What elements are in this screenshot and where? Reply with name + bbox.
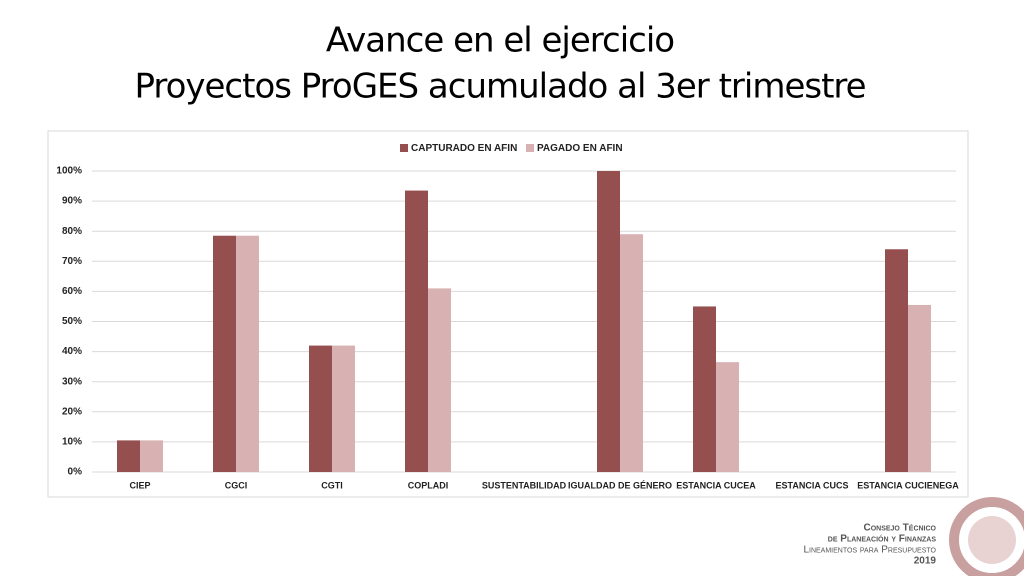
x-tick-label: COPLADI [408,480,449,490]
bar [140,440,163,472]
y-tick-label: 60% [62,286,82,297]
y-tick-label: 50% [62,316,82,327]
x-tick-label: ESTANCIA CUCEA [676,480,756,490]
bar [428,288,451,472]
y-tick-label: 90% [62,196,82,207]
chart-frame [47,130,969,498]
chart-subtitle: Proyectos ProGES acumulado al 3er trimes… [134,67,865,107]
legend-swatch [400,144,408,152]
x-tick-label: CGTI [321,480,343,490]
bar [597,171,620,472]
chart-title: Avance en el ejercicio [326,21,674,61]
bar [716,362,739,472]
x-tick-label: CGCI [225,480,248,490]
bar [332,345,355,472]
bar [309,345,332,472]
logo: Consejo Técnico de Planeación y Finanzas… [803,497,1024,581]
logo-core [968,516,1016,564]
bar [908,304,931,472]
y-tick-label: 30% [62,376,82,387]
y-tick-label: 80% [62,226,82,237]
footer-year: 2019 [914,556,937,567]
bar [117,440,140,472]
y-tick-label: 70% [62,256,82,267]
footer-line: Lineamientos para Presupuesto [803,545,936,556]
bar [213,235,236,472]
y-tick-label: 100% [56,166,82,177]
y-tick-label: 0% [68,467,83,478]
bar [405,190,428,472]
bar [236,235,259,472]
bar [885,249,908,472]
y-tick-label: 10% [62,437,82,448]
x-tick-label: ESTANCIA CUCS [775,480,848,490]
x-tick-label: IGUALDAD DE GÉNERO [568,480,672,490]
y-tick-label: 40% [62,346,82,357]
legend-label: PAGADO EN AFIN [537,143,623,154]
x-tick-label: SUSTENTABILIDAD [482,480,567,490]
y-tick-label: 20% [62,406,82,417]
bar [620,234,643,472]
bar [693,306,716,472]
legend-swatch [526,144,534,152]
footer-line: de Planeación y Finanzas [828,534,937,545]
x-tick-label: ESTANCIA CUCIENEGA [857,480,959,490]
x-tick-label: CIEP [129,480,150,490]
legend-label: CAPTURADO EN AFIN [411,143,517,154]
footer-line: Consejo Técnico [863,523,936,534]
